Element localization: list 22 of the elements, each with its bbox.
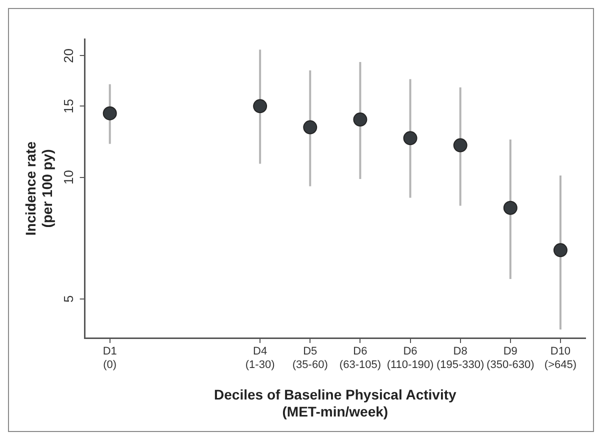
x-tick-label: D9 (350-630) [486, 346, 534, 371]
y-tick-label: 10 [60, 170, 76, 185]
y-tick-label: 15 [60, 98, 76, 114]
x-tick-label: D8 (195-330) [436, 346, 484, 371]
point [253, 99, 268, 114]
x-axis-title: Deciles of Baseline Physical Activity (MET-min/week) [214, 386, 456, 420]
y-tick-label: 20 [60, 48, 76, 63]
x-tick-label: D4 (1-30) [245, 346, 275, 371]
point [553, 243, 568, 258]
x-tick-label: D1 (0) [102, 346, 117, 371]
x-tick-label: D5 (35-60) [292, 346, 328, 371]
point [503, 200, 518, 215]
point [303, 120, 318, 134]
y-tick-label: 5 [60, 295, 76, 302]
point [353, 112, 368, 127]
point [102, 106, 117, 120]
x-tick-label: D6 (63-105) [339, 346, 381, 371]
x-tick-label: D10 (>645) [544, 346, 577, 371]
y-axis-title: Incidence rate (per 100 py) [22, 141, 56, 236]
x-tick-label: D6 (110-190) [386, 346, 434, 371]
point [453, 138, 468, 152]
point [403, 131, 418, 146]
